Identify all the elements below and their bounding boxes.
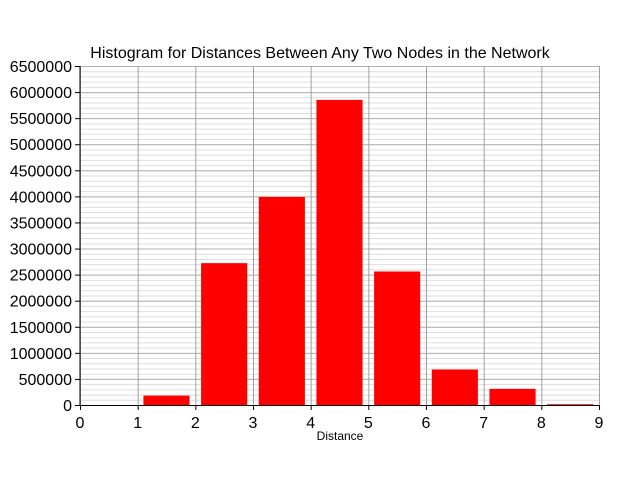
bar [258,196,305,405]
bars [143,99,594,406]
y-tick-label: 4000000 [10,189,72,206]
x-tick-label: 3 [249,415,258,432]
bar [489,388,536,405]
x-tick-label: 1 [133,415,142,432]
y-tick-label: 5500000 [10,111,72,128]
x-tick-label: 6 [422,415,431,432]
y-tick-label: 3000000 [10,242,72,259]
y-tick-label: 6500000 [10,59,72,76]
bar [431,369,478,405]
y-tick-label: 5000000 [10,137,72,154]
bar [143,395,190,405]
x-tick-label: 7 [479,415,488,432]
y-tick-label: 4500000 [10,163,72,180]
x-tick-label: 0 [76,415,85,432]
x-tick-label: 4 [306,415,315,432]
y-tick-label: 2500000 [10,268,72,285]
y-tick-label: 0 [63,398,72,415]
bar [316,99,363,406]
y-tick-label: 1500000 [10,320,72,337]
bar [547,404,594,405]
y-tick-label: 500000 [19,372,72,389]
y-tick-labels: 0 500000 1000000 1500000 2000000 2500000 30000… [10,59,72,415]
chart-title: Histogram for Distances Between Any Two … [90,45,550,62]
x-axis-label: Distance [317,429,364,443]
bar [374,271,421,405]
x-tick-label: 9 [595,415,604,432]
y-tick-label: 1000000 [10,346,72,363]
x-tick-label: 5 [364,415,373,432]
y-tick-label: 3500000 [10,215,72,232]
y-tick-label: 2000000 [10,294,72,311]
y-tick-label: 6000000 [10,85,72,102]
axes [75,66,600,410]
x-tick-label: 8 [537,415,546,432]
x-tick-label: 2 [191,415,200,432]
x-tick-labels: 0 1 2 3 4 5 6 7 8 9 [76,415,604,432]
bar [201,263,248,405]
